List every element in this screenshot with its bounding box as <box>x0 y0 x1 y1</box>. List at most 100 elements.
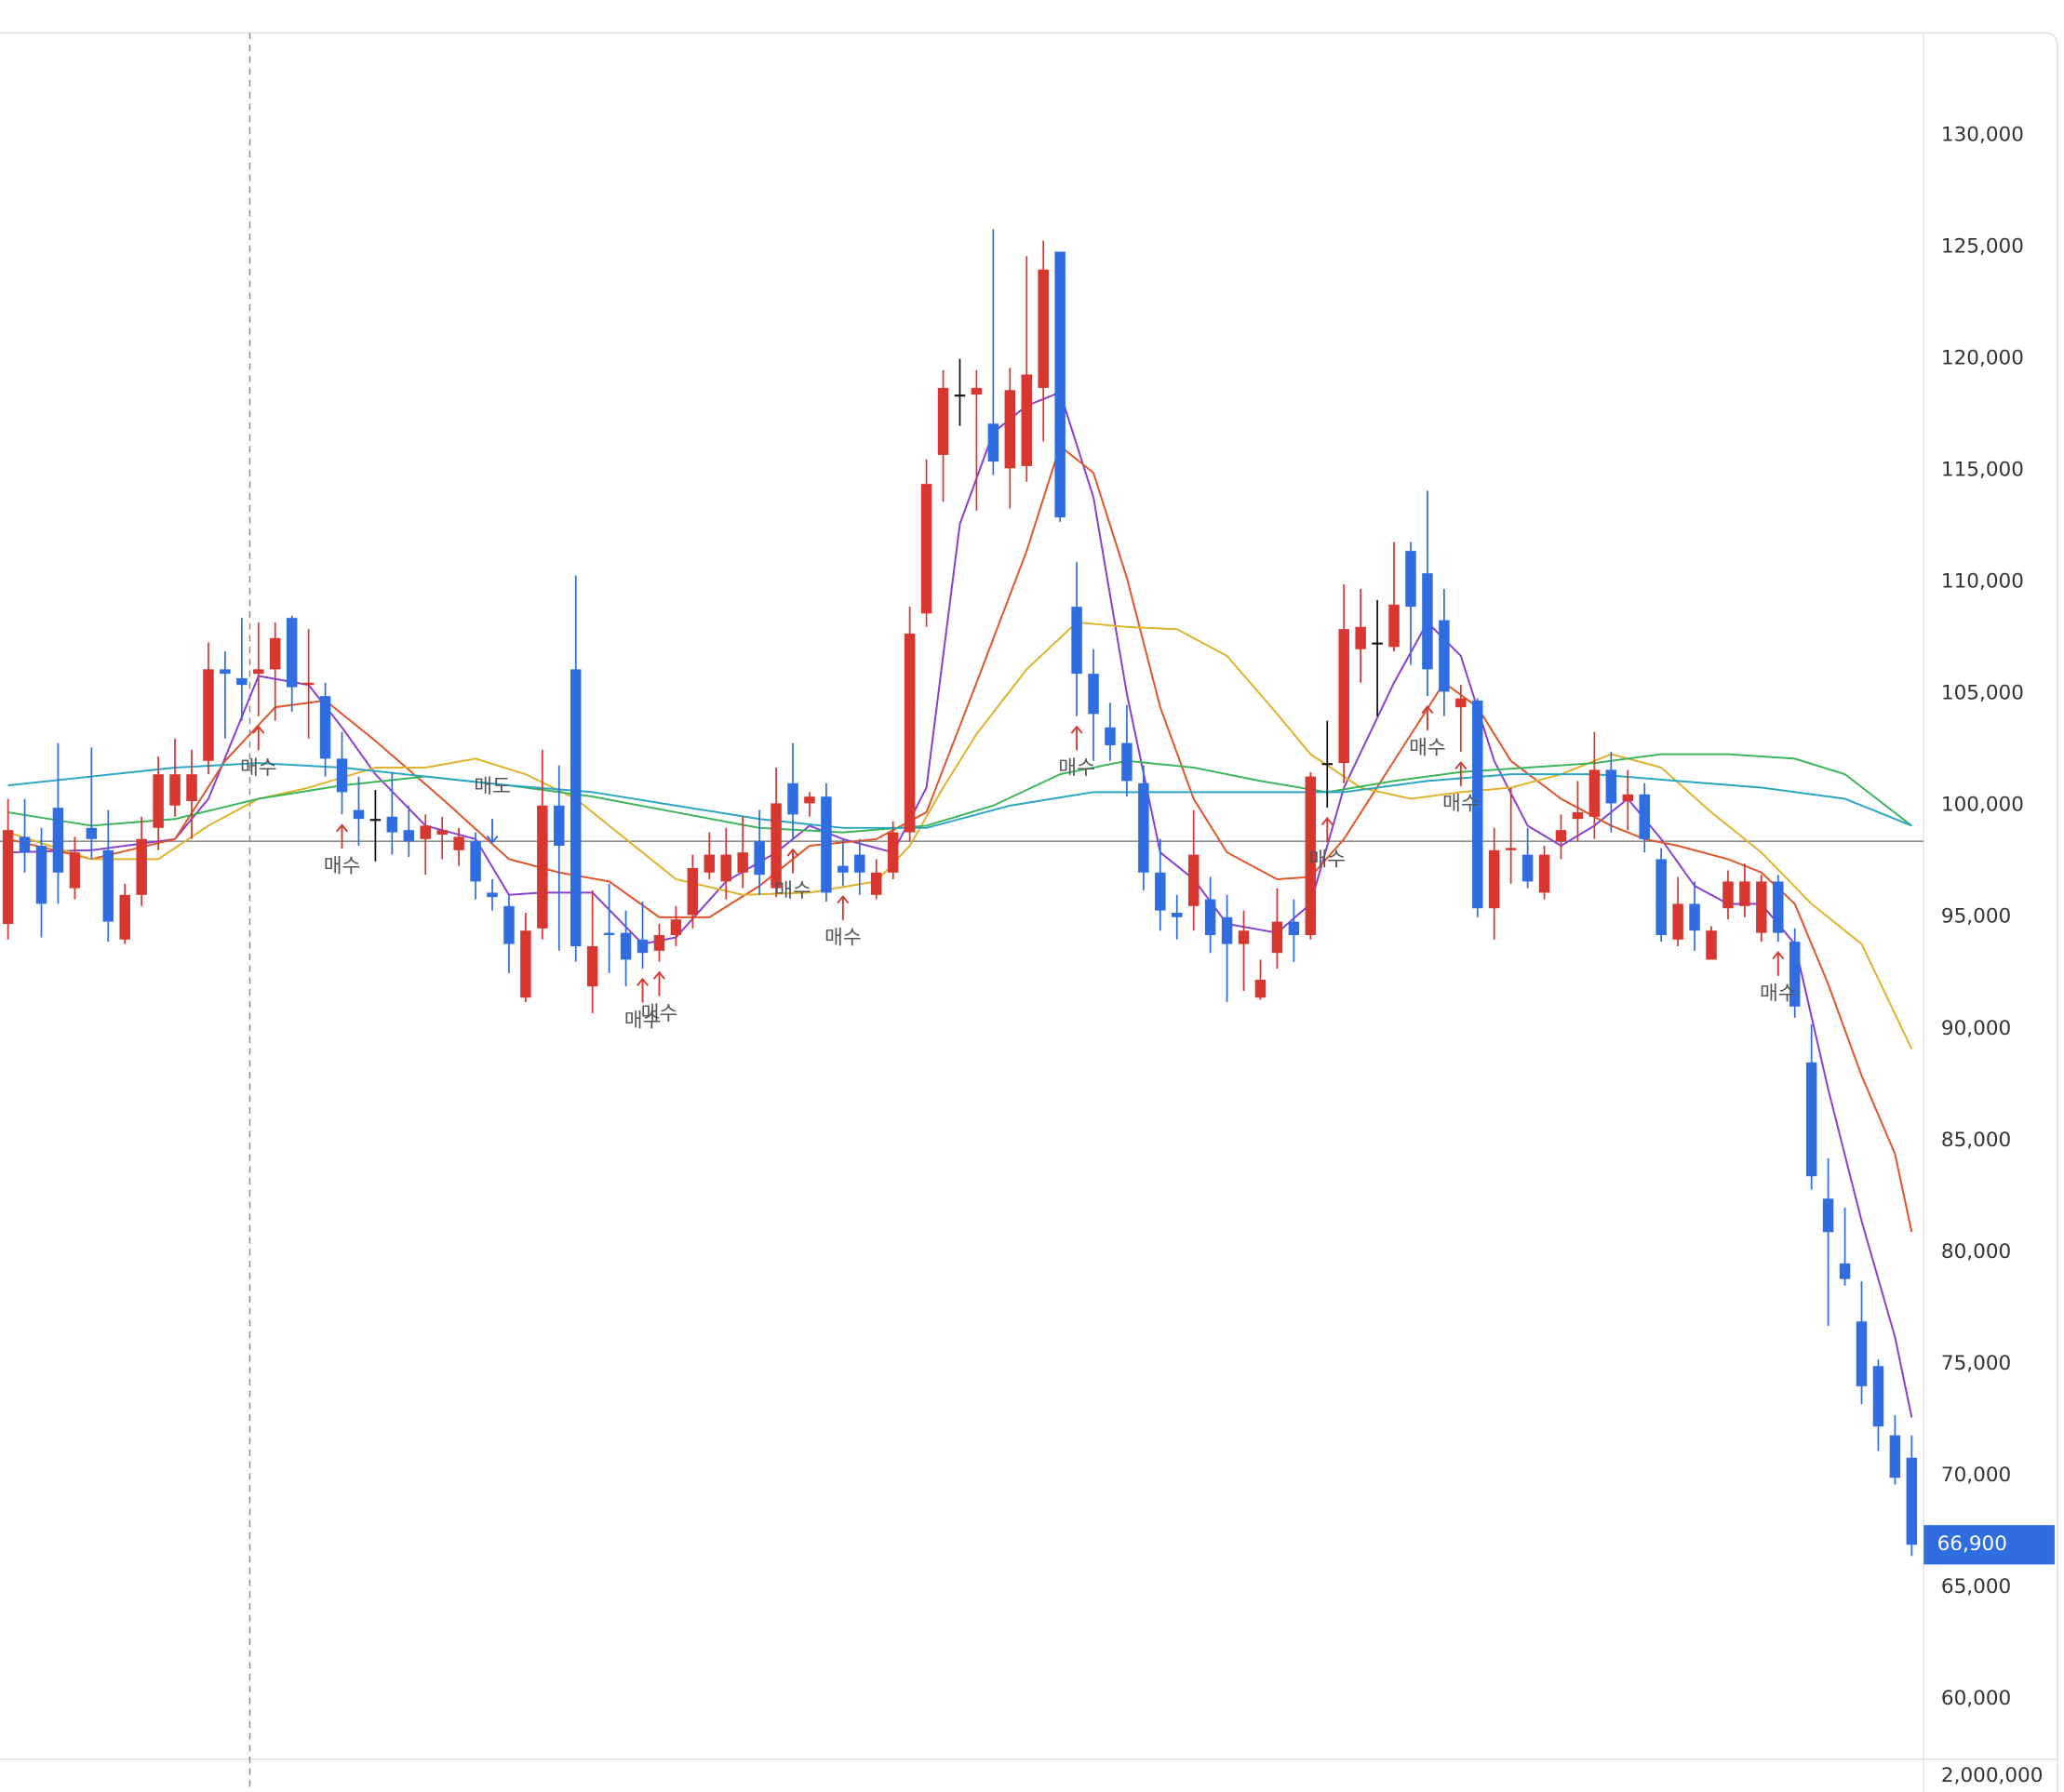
candle-body <box>1572 811 1584 820</box>
candle-body <box>1254 980 1267 998</box>
y-tick-label: 120,000 <box>1941 347 2024 370</box>
candle-body <box>403 830 415 842</box>
candle-body <box>1405 551 1416 608</box>
candle-body <box>1271 921 1283 954</box>
buy-label: 매수 <box>240 756 277 780</box>
candle-body <box>1789 942 1801 1007</box>
candle-body <box>453 836 464 850</box>
candle-body <box>119 894 130 940</box>
candle-body <box>603 932 615 936</box>
candle-body <box>1221 916 1233 944</box>
y-tick-label: 75,000 <box>1941 1352 2011 1375</box>
buy-label: 매수 <box>324 855 361 878</box>
candle-body <box>470 841 481 882</box>
candle-body <box>1004 390 1016 469</box>
candle-body <box>1689 903 1700 931</box>
buy-label: 매수 <box>824 927 862 950</box>
candle-body <box>1455 698 1467 708</box>
candle-body <box>1538 854 1550 893</box>
candle-body <box>537 805 548 929</box>
candle-body <box>1739 881 1750 906</box>
candle-body <box>86 827 98 839</box>
candle-body <box>1906 1457 1918 1545</box>
y-tick-label: 65,000 <box>1941 1575 2011 1598</box>
candle-body <box>169 774 181 806</box>
candle-body <box>236 677 248 686</box>
candle-body <box>620 932 632 960</box>
candle-body <box>1472 700 1483 909</box>
candle-body <box>319 696 331 759</box>
candle-body <box>1856 1321 1868 1386</box>
candle-body <box>771 803 782 889</box>
buy-arrow <box>786 848 799 874</box>
y-tick-label: 60,000 <box>1941 1687 2011 1710</box>
y-tick-label: 110,000 <box>1941 570 2024 594</box>
candle-body <box>269 637 281 670</box>
moving-average-line <box>7 753 1912 834</box>
candle-body <box>1338 629 1349 764</box>
candle-body <box>904 633 916 833</box>
candle-body <box>253 669 264 675</box>
buy-arrow <box>652 970 665 996</box>
candle-body <box>1706 930 1717 960</box>
candle-body <box>1388 604 1400 648</box>
candle-body <box>1655 859 1667 936</box>
candle-body <box>1822 1198 1834 1233</box>
candle-body <box>937 387 949 455</box>
candle-body <box>821 796 832 893</box>
candle-body <box>1805 1062 1817 1177</box>
last-price-box <box>1923 1525 2055 1565</box>
candle-body <box>1038 269 1049 388</box>
candle-body <box>369 819 382 822</box>
candle-body <box>1555 830 1567 842</box>
candle-body <box>1305 776 1317 936</box>
moving-average-line <box>7 391 1913 1418</box>
candle-body <box>704 854 716 873</box>
candle-body <box>1839 1263 1851 1279</box>
candle-body <box>2 830 14 925</box>
candle-body <box>520 930 531 998</box>
y-tick-label: 70,000 <box>1941 1464 2011 1487</box>
candle-body <box>804 796 815 804</box>
candle-body <box>1505 848 1517 850</box>
candle-body <box>1639 794 1650 839</box>
candle-body <box>186 774 197 801</box>
y-tick-label: 115,000 <box>1941 459 2024 482</box>
candle-body <box>503 905 515 944</box>
candle-body <box>1439 620 1450 692</box>
y-tick-label: 90,000 <box>1941 1017 2011 1040</box>
candle-body <box>1155 872 1166 911</box>
buy-label: 매수 <box>1760 983 1797 1006</box>
candle-body <box>1355 626 1366 649</box>
candle-body <box>35 845 47 904</box>
candle-body <box>153 774 164 828</box>
candle-body <box>102 849 114 922</box>
candle-body <box>1172 913 1183 917</box>
candle-body <box>1488 849 1500 909</box>
candle-body <box>203 669 214 761</box>
candle-body <box>1321 763 1334 766</box>
candle-body <box>1872 1366 1884 1427</box>
y-tick-label: 95,000 <box>1941 905 2011 929</box>
candle-body <box>487 892 498 898</box>
sell-label: 매도 <box>474 775 511 798</box>
sell-arrow <box>486 819 499 844</box>
candle-body <box>1622 794 1634 801</box>
candle-body <box>386 816 398 833</box>
candle-body <box>1138 782 1149 873</box>
y-tick-label: 100,000 <box>1941 794 2024 817</box>
buy-label: 매수 <box>641 1002 678 1025</box>
buy-arrow <box>1772 951 1785 976</box>
candle-body <box>787 782 798 815</box>
candle-body <box>353 809 365 820</box>
moving-average-line <box>7 621 1913 1050</box>
y-tick-label: 85,000 <box>1941 1129 2011 1152</box>
y-tick-label: 105,000 <box>1941 682 2024 705</box>
candle-body <box>871 872 882 895</box>
candle-body <box>1054 251 1066 518</box>
buy-arrow <box>336 823 348 849</box>
candle-body <box>1773 881 1784 933</box>
candle-body <box>52 808 64 873</box>
candle-body <box>971 387 983 395</box>
